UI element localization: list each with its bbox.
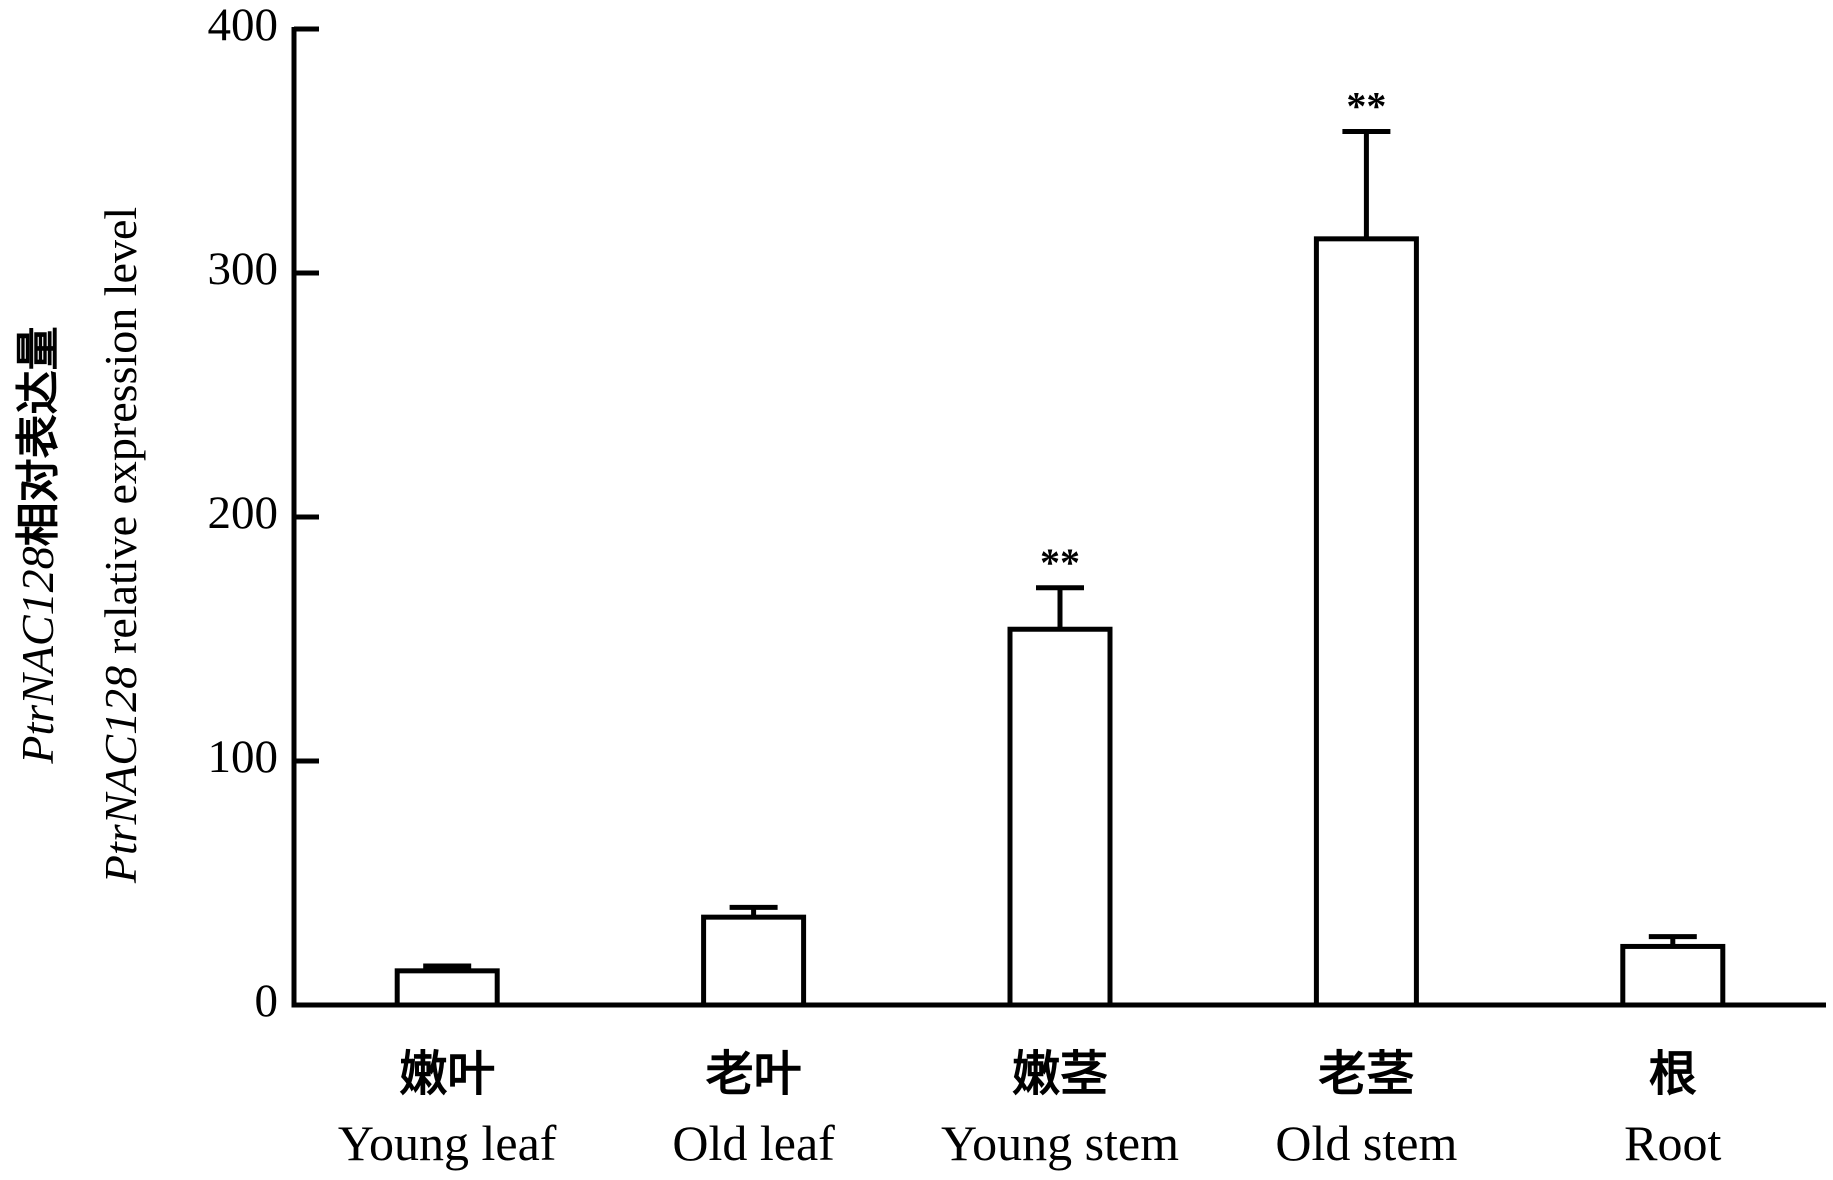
gene-name: PtrNAC128 [95,666,146,884]
x-tick-label: Old stem [1275,1115,1457,1171]
x-tick-label-cn: 老茎 [1318,1046,1414,1102]
bar [394,968,500,1008]
gene-name: PtrNAC128 [12,546,63,764]
x-tick-label: Root [1624,1115,1721,1171]
y-tick-label: 300 [208,243,279,295]
bar [1620,943,1726,1008]
y-tick-label: 400 [208,0,279,51]
y-tick-label: 0 [255,975,279,1027]
x-tick-label: Young stem [941,1115,1179,1171]
y-label-line: PtrNAC128 relative expression level [95,207,146,884]
x-tick-label-cn: 根 [1649,1046,1697,1102]
bar [701,914,807,1008]
bar [1313,236,1419,1008]
bar [1007,626,1113,1008]
significance-label: ** [1346,83,1386,128]
y-axis-title-en: PtrNAC128 relative expression level [95,207,146,884]
y-tick-label: 100 [208,731,279,783]
significance-label: ** [1040,540,1080,585]
x-tick-label-cn: 老叶 [706,1046,802,1102]
x-tick-label: Old leaf [672,1115,835,1171]
y-axis-title-cn: PtrNAC128相对表达量 [12,326,64,764]
x-tick-label: Young leaf [338,1115,557,1171]
y-label-text: 相对表达量 [13,326,64,546]
y-label-line: PtrNAC128相对表达量 [12,326,64,764]
y-label-text: relative expression level [95,207,146,654]
y-tick-label: 200 [208,487,279,539]
x-tick-label-cn: 嫩叶 [399,1046,495,1102]
x-tick-label-cn: 嫩茎 [1012,1046,1108,1102]
